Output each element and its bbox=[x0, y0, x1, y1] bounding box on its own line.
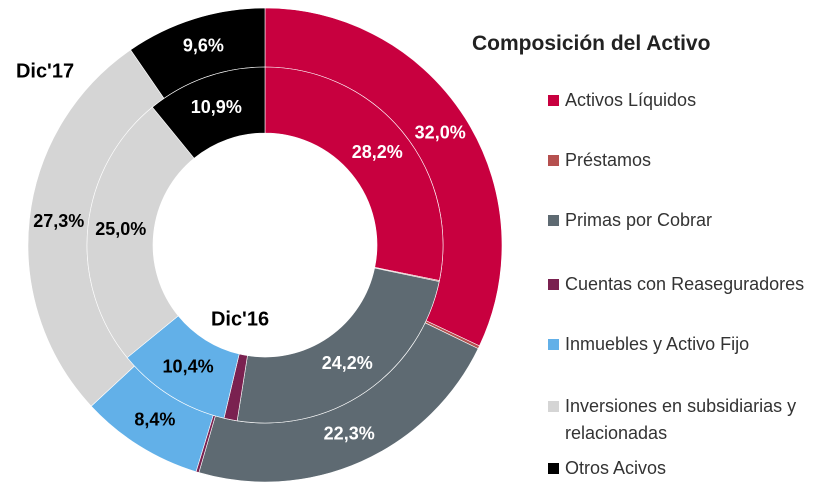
donut-slice bbox=[264, 66, 444, 281]
legend-label: Inmuebles y Activo Fijo bbox=[565, 334, 750, 354]
chart-title: Composición del Activo bbox=[472, 32, 711, 55]
legend-swatch bbox=[548, 215, 559, 226]
data-label: 8,4% bbox=[134, 410, 175, 430]
data-label: 27,3% bbox=[33, 211, 84, 231]
legend-item: Otros Acivos bbox=[548, 455, 830, 482]
legend-label: Préstamos bbox=[565, 150, 652, 170]
legend-item: Cuentas con Reaseguradores bbox=[548, 271, 830, 298]
data-label: 25,0% bbox=[95, 219, 146, 239]
legend-item: Inversiones en subsidiarias y relacionad… bbox=[548, 393, 830, 447]
legend-swatch bbox=[548, 463, 559, 474]
legend-label: Cuentas con Reaseguradores bbox=[565, 274, 805, 294]
legend-item: Inmuebles y Activo Fijo bbox=[548, 331, 830, 358]
legend-label: Activos Líquidos bbox=[565, 90, 697, 110]
legend-label: Primas por Cobrar bbox=[565, 210, 713, 230]
donut-slice bbox=[236, 267, 440, 424]
legend-swatch bbox=[548, 95, 559, 106]
data-label: 32,0% bbox=[415, 123, 466, 143]
data-label: 28,2% bbox=[352, 142, 403, 162]
legend-swatch bbox=[548, 279, 559, 290]
legend-item: Activos Líquidos bbox=[548, 87, 830, 114]
ring-label: Dic'16 bbox=[211, 308, 269, 330]
legend-item: Préstamos bbox=[548, 147, 830, 174]
legend-swatch bbox=[548, 339, 559, 350]
legend-item: Primas por Cobrar bbox=[548, 207, 830, 234]
donut-plot: 32,0% 22,3% 8,4% 27,3% 9,6% 28,2% 24,2% 10,4% 25… bbox=[16, 7, 503, 482]
donut-slice bbox=[151, 66, 266, 159]
donut-slice bbox=[86, 106, 195, 359]
legend-swatch bbox=[548, 155, 559, 166]
data-label: 9,6% bbox=[183, 36, 224, 56]
legend-label: Otros Acivos bbox=[565, 458, 667, 478]
data-label: 10,9% bbox=[191, 97, 242, 117]
data-label: 22,3% bbox=[324, 423, 375, 443]
data-label: 24,2% bbox=[322, 353, 373, 373]
data-label: 10,4% bbox=[163, 357, 214, 377]
ring-label: Dic'17 bbox=[16, 60, 74, 82]
legend-swatch bbox=[548, 401, 559, 412]
legend-label: Inversiones en subsidiarias y relacionad… bbox=[565, 396, 797, 443]
